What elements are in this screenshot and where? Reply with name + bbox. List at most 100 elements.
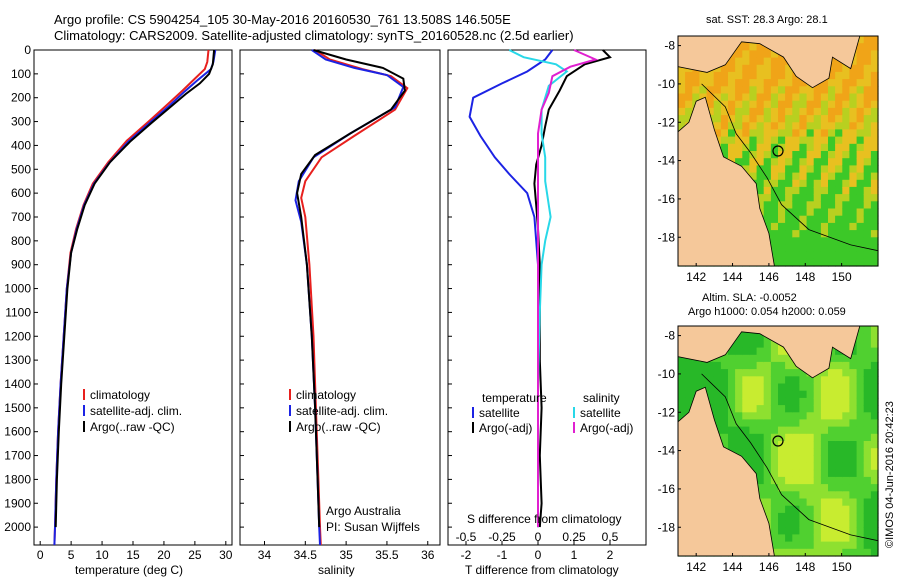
map-cell-0 xyxy=(756,64,765,73)
map-cell-1 xyxy=(813,491,822,500)
map-cell-0 xyxy=(763,158,772,166)
map-cell-1 xyxy=(706,397,715,406)
map-cell-0 xyxy=(728,71,736,80)
map-cell-0 xyxy=(799,251,808,260)
map-cell-0 xyxy=(813,222,822,231)
map-cell-1 xyxy=(870,412,879,421)
map-cell-1 xyxy=(849,484,858,492)
map-cell-1 xyxy=(835,390,843,399)
map-cell-0 xyxy=(742,151,750,159)
map-cell-1 xyxy=(778,469,786,478)
map-cell-0 xyxy=(820,201,829,210)
map-cell-1 xyxy=(828,498,836,507)
map-cell-0 xyxy=(820,244,829,253)
map-cell-1 xyxy=(813,498,822,507)
map-cell-0 xyxy=(785,230,793,238)
map-cell-1 xyxy=(842,498,850,507)
map-cell-0 xyxy=(863,251,872,260)
map-cell-1 xyxy=(770,340,779,349)
map-cell-1 xyxy=(799,419,808,428)
map-cell-1 xyxy=(778,405,786,413)
map-cell-0 xyxy=(763,194,772,202)
y-tick-label-10: 1000 xyxy=(4,282,31,296)
map-cell-1 xyxy=(756,476,765,485)
map-cell-1 xyxy=(820,541,829,550)
map-cell-0 xyxy=(785,201,793,210)
map-cell-1 xyxy=(756,361,765,370)
map-cell-0 xyxy=(870,215,879,224)
map-cell-1 xyxy=(842,354,850,363)
map-cell-0 xyxy=(870,115,879,123)
map-cell-0 xyxy=(749,136,758,145)
annotation-line-2: PI: Susan Wijffels xyxy=(326,520,420,534)
map-cell-1 xyxy=(813,548,822,557)
map-cell-1 xyxy=(720,405,729,413)
series-line-0-2 xyxy=(54,49,216,528)
map-cell-1 xyxy=(749,340,758,349)
map-cell-0 xyxy=(849,186,858,195)
map-cell-0 xyxy=(849,71,858,80)
map-cell-1 xyxy=(856,433,865,442)
map-cell-1 xyxy=(870,376,879,385)
map-cell-1 xyxy=(785,505,793,514)
y-tick-label-2: 200 xyxy=(11,91,31,105)
map-cell-1 xyxy=(778,484,786,492)
map-cell-0 xyxy=(763,186,772,195)
map-cell-1 xyxy=(842,361,850,370)
map-cell-1 xyxy=(820,390,829,399)
map-cell-1 xyxy=(856,491,865,500)
map-cell-1 xyxy=(849,520,858,528)
map-cell-0 xyxy=(828,93,836,102)
map-cell-0 xyxy=(792,172,800,181)
map-cell-1 xyxy=(749,369,758,377)
map-cell-0 xyxy=(828,115,836,123)
diff-legend-left-2: Argo(-adj) xyxy=(479,421,532,435)
map-cell-1 xyxy=(756,455,765,464)
map-cell-0 xyxy=(806,194,815,202)
map-cell-0 xyxy=(792,165,800,174)
map-cell-1 xyxy=(785,448,793,456)
map-cell-0 xyxy=(806,107,815,116)
map-cell-0 xyxy=(728,93,736,102)
map-cell-0 xyxy=(756,165,765,174)
map-cell-1 xyxy=(728,441,736,449)
map-cell-1 xyxy=(870,333,879,341)
y-tick-label-13: 1300 xyxy=(4,353,31,367)
map-cell-1 xyxy=(720,361,729,370)
map-cell-1 xyxy=(678,376,686,385)
map-cell-0 xyxy=(792,201,800,210)
y-tick-label-4: 400 xyxy=(11,138,31,152)
salinity-xlabel: salinity xyxy=(318,563,355,577)
map-cell-1 xyxy=(770,484,779,492)
map-cell-1 xyxy=(778,527,786,536)
map-cell-0 xyxy=(849,194,858,202)
map-cell-0 xyxy=(720,86,729,95)
map-cell-0 xyxy=(813,230,822,238)
map-cell-0 xyxy=(842,179,850,188)
map-cell-0 xyxy=(813,172,822,181)
y-tick-label-18: 1800 xyxy=(4,472,31,486)
map-cell-0 xyxy=(863,237,872,246)
map-cell-1 xyxy=(870,347,879,356)
map-cell-0 xyxy=(863,258,872,267)
map-cell-0 xyxy=(706,71,715,80)
map-cell-0 xyxy=(763,86,772,95)
map-cell-1 xyxy=(685,397,693,406)
map-cell-0 xyxy=(863,179,872,188)
map-cell-1 xyxy=(735,397,743,406)
map-cell-1 xyxy=(835,534,843,543)
map-cell-1 xyxy=(763,462,772,471)
map-cell-0 xyxy=(785,179,793,188)
map-y-tick-label-0-1: -10 xyxy=(658,77,676,91)
map-cell-0 xyxy=(842,172,850,181)
map-cell-1 xyxy=(870,405,879,413)
map-cell-1 xyxy=(763,505,772,514)
map-cell-1 xyxy=(863,433,872,442)
map-cell-0 xyxy=(863,208,872,217)
map-cell-0 xyxy=(770,222,779,231)
map-cell-0 xyxy=(756,151,765,159)
map-cell-0 xyxy=(849,172,858,181)
x-tick-label-2-4: 2 xyxy=(607,548,614,562)
series-line-1-2 xyxy=(296,49,406,528)
map-cell-1 xyxy=(835,512,843,521)
